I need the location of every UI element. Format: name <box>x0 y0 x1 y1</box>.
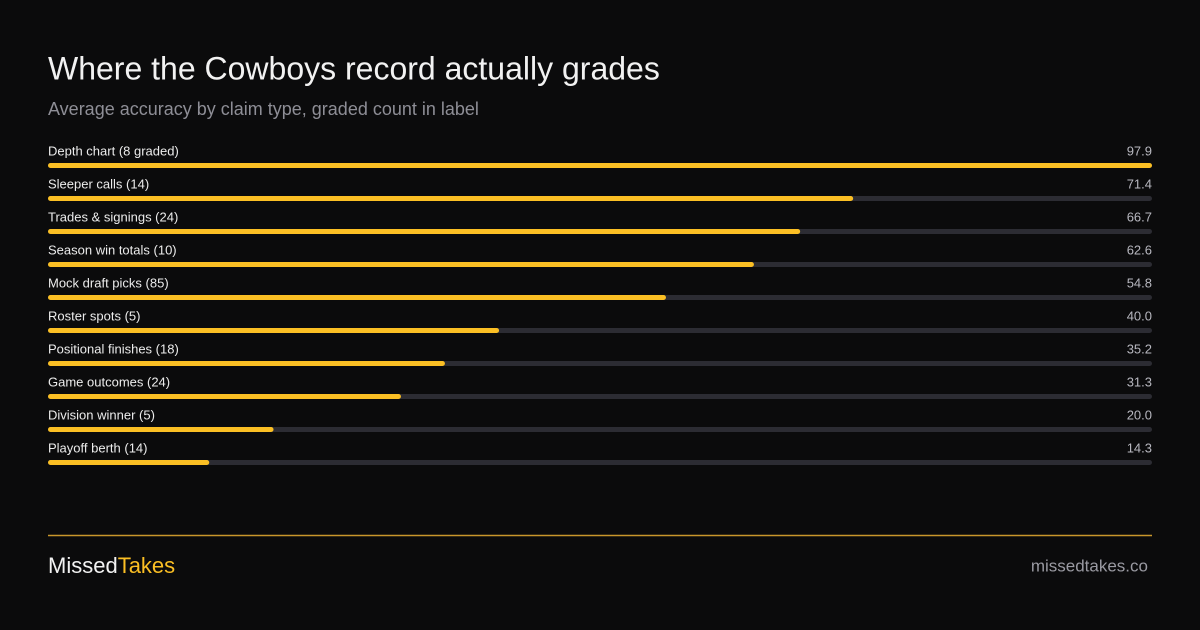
chart-title: Where the Cowboys record actually grades <box>48 50 660 86</box>
bar <box>48 196 854 201</box>
category-label: Season win totals (10) <box>48 242 177 257</box>
category-label: Mock draft picks (85) <box>48 275 169 290</box>
category-label: Positional finishes (18) <box>48 341 179 356</box>
value-label: 54.8 <box>1127 275 1152 290</box>
value-label: 35.2 <box>1127 341 1152 356</box>
value-label: 62.6 <box>1127 242 1152 257</box>
category-label: Playoff berth (14) <box>48 440 147 455</box>
bar <box>48 295 666 300</box>
bar <box>48 361 445 366</box>
bar <box>48 229 801 234</box>
category-label: Game outcomes (24) <box>48 374 170 389</box>
category-label: Sleeper calls (14) <box>48 176 149 191</box>
value-label: 66.7 <box>1127 209 1152 224</box>
category-label: Depth chart (8 graded) <box>48 143 179 158</box>
brand-first: Missed <box>48 553 118 578</box>
category-label: Division winner (5) <box>48 407 155 422</box>
bar <box>48 427 274 432</box>
value-label: 14.3 <box>1127 440 1152 455</box>
bar <box>48 262 754 267</box>
value-label: 71.4 <box>1127 176 1152 191</box>
value-label: 31.3 <box>1127 374 1152 389</box>
bar <box>48 163 1152 168</box>
bar <box>48 328 500 333</box>
category-label: Roster spots (5) <box>48 308 140 323</box>
brand-second: Takes <box>118 553 175 578</box>
chart-subtitle: Average accuracy by claim type, graded c… <box>48 99 479 119</box>
value-label: 20.0 <box>1127 407 1152 422</box>
category-label: Trades & signings (24) <box>48 209 178 224</box>
value-label: 97.9 <box>1127 143 1152 158</box>
brand: MissedTakes <box>48 553 175 578</box>
site-url: missedtakes.co <box>1031 556 1148 575</box>
value-label: 40.0 <box>1127 308 1152 323</box>
bar-track <box>48 460 1152 465</box>
bar-track <box>48 427 1152 432</box>
bar <box>48 394 401 399</box>
bar <box>48 460 210 465</box>
